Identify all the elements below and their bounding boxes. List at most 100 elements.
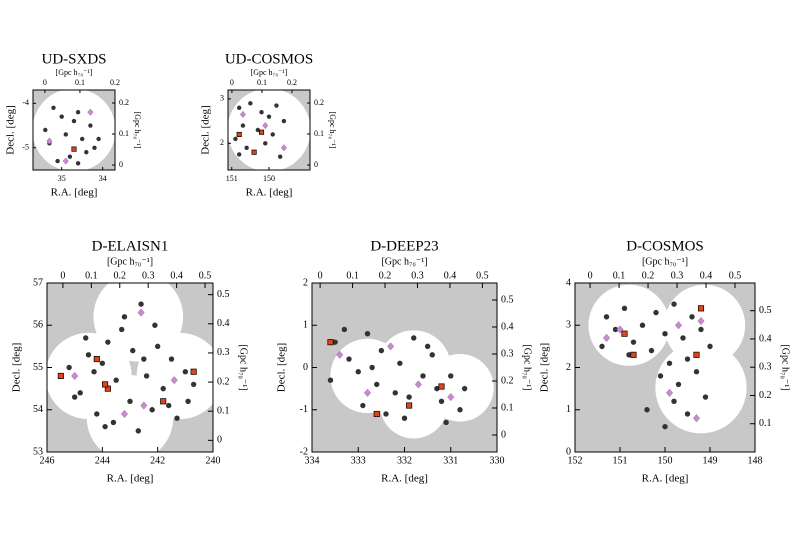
y2-axis-label: [Gpc h₇₀⁻¹] [328, 112, 337, 149]
y-tick-label: 4 [566, 277, 571, 288]
x-tick-label: 330 [490, 455, 505, 466]
point [327, 339, 334, 346]
panel: 35 34-4-50 0.1 0.200.10.2UD-SXDS[Gpc h₇₀⁻¹]… [5, 51, 143, 198]
point [392, 390, 398, 396]
point [698, 326, 704, 333]
x-axis-label: R.A. [deg] [642, 473, 689, 485]
point [67, 154, 73, 159]
point [355, 369, 361, 375]
y2-tick-label: 0.3 [217, 347, 230, 358]
panel: 246 244 242 240 53 54 55 56 57 0 0.1 0.2 0.3 0.4 0.5 0 0… [11, 238, 249, 484]
point [363, 388, 372, 397]
point [346, 356, 352, 362]
point [71, 394, 78, 400]
point [255, 127, 261, 133]
panel-title: UD-COSMOS [225, 51, 313, 67]
point [369, 364, 375, 371]
point [648, 347, 655, 354]
point [602, 333, 611, 343]
y2-tick-label: 0.1 [217, 406, 230, 417]
point [406, 394, 412, 400]
y-axis-label: Decl. [deg] [5, 105, 17, 154]
y-tick-label: 2 [220, 138, 224, 147]
point [684, 411, 691, 417]
x2-tick-label: 0.4 [444, 270, 457, 281]
x-axis-label: R.A. [deg] [246, 187, 293, 199]
footprint [426, 353, 494, 422]
x2-tick-label: 0.3 [411, 270, 424, 281]
point [621, 330, 628, 337]
x2-tick-label: 0 [230, 78, 234, 87]
x2-tick-label: 0.1 [346, 270, 359, 281]
point [378, 347, 385, 354]
point [62, 157, 69, 165]
y2-tick-label: 0.1 [501, 402, 514, 413]
point [263, 141, 268, 146]
point [96, 136, 101, 142]
point [438, 398, 445, 404]
point [236, 131, 242, 137]
y2-tick-label: 0.2 [759, 390, 772, 401]
point [43, 127, 48, 133]
point [429, 352, 435, 358]
x2-tick-label: 0.5 [476, 270, 489, 281]
point [71, 118, 77, 124]
y-tick-label: 2 [303, 277, 308, 288]
y2-tick-label: 0.3 [501, 348, 514, 359]
point [66, 364, 72, 371]
y2-tick-label: 0.2 [314, 98, 324, 107]
point [621, 305, 628, 312]
y-axis-label: Decl. [deg] [11, 343, 23, 392]
x-tick-label: 332 [397, 455, 412, 466]
point [406, 402, 413, 409]
footprint [228, 90, 310, 170]
x-tick-label: 240 [206, 455, 221, 466]
x2-tick-label: 0.1 [75, 78, 85, 87]
point [603, 314, 610, 320]
point [127, 398, 133, 404]
footprint [588, 284, 670, 366]
point [57, 372, 64, 380]
y-tick-label: -4 [22, 98, 29, 107]
y2-tick-label: 0.4 [759, 333, 772, 344]
point [110, 419, 117, 426]
y-tick-label: 53 [33, 446, 43, 457]
point [341, 326, 348, 333]
x-tick-label: 246 [40, 455, 55, 466]
point [258, 129, 265, 135]
point [666, 360, 673, 366]
y2-tick-label: 0 [119, 160, 123, 169]
point [160, 398, 167, 405]
y-tick-label: 0 [303, 362, 308, 373]
point [143, 373, 150, 379]
point [87, 108, 94, 116]
x2-tick-label: 0.2 [287, 78, 297, 87]
point [99, 360, 106, 366]
point [59, 114, 64, 119]
point [152, 322, 158, 328]
point [185, 398, 191, 404]
x-tick-label: 334 [305, 455, 320, 466]
point [274, 103, 279, 108]
point [401, 415, 408, 421]
point [639, 322, 646, 328]
point [251, 149, 257, 155]
x2-tick-label: 0 [43, 78, 47, 87]
point [364, 331, 371, 337]
point [266, 114, 272, 119]
point [448, 373, 454, 379]
x2-tick-label: 0.4 [170, 270, 183, 281]
x-axis-label: R.A. [deg] [107, 473, 154, 485]
x2-tick-label: 0.2 [379, 270, 392, 281]
x-tick-label: 150 [658, 455, 673, 466]
point [93, 356, 100, 363]
point [387, 342, 395, 351]
point [671, 398, 677, 404]
x-axis-label: R.A. [deg] [51, 187, 98, 199]
y2-tick-label: 0.1 [314, 129, 324, 138]
point [693, 351, 700, 358]
x2-axis-label: [Gpc h₇₀⁻¹] [251, 68, 288, 77]
x2-tick-label: 0.5 [729, 270, 742, 281]
x2-axis-label: [Gpc h₇₀⁻¹] [381, 256, 427, 267]
y2-tick-label: 0.5 [501, 294, 514, 305]
